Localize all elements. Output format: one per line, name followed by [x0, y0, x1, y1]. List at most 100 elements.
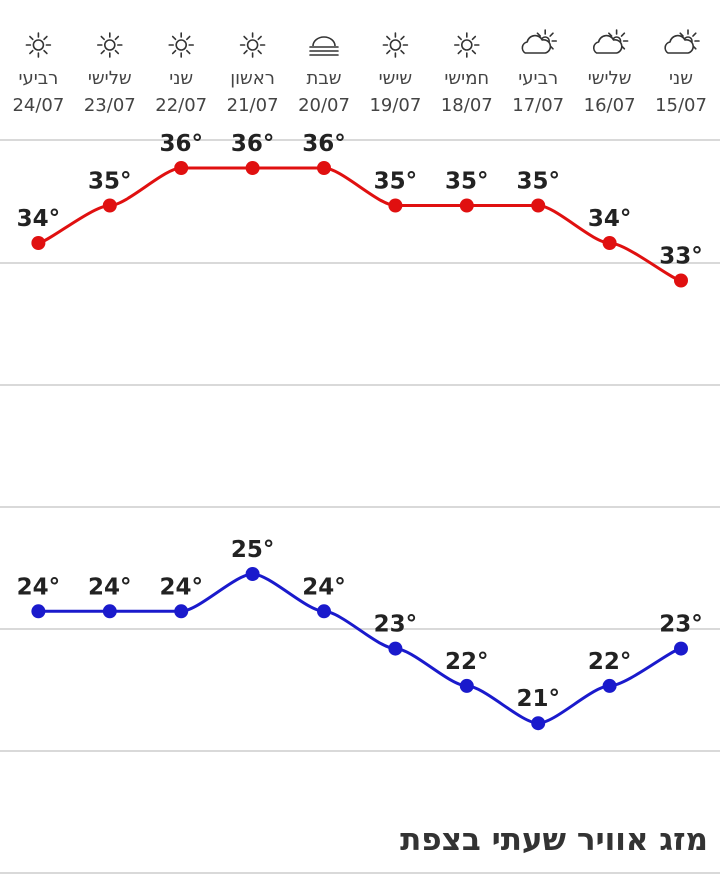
sun-ray — [457, 49, 462, 55]
sun-ray — [400, 49, 405, 55]
high-temp-point — [459, 198, 474, 213]
sun-ray — [100, 35, 105, 41]
day-name: שני — [169, 68, 193, 89]
partly-cloudy-icon — [664, 29, 700, 54]
low-temp-label: 24° — [17, 574, 61, 600]
low-temp-point — [388, 641, 403, 656]
day-name: שלישי — [588, 68, 632, 89]
sun-ray — [29, 35, 34, 41]
low-temp-label: 24° — [88, 574, 132, 600]
grid-lines — [0, 139, 720, 874]
cloud-shape — [664, 34, 694, 54]
sun-icon — [239, 32, 266, 58]
high-temp-point — [317, 161, 331, 175]
day-name: רביעי — [518, 68, 558, 89]
low-temp-point — [317, 604, 331, 619]
low-temp-point — [459, 678, 474, 693]
sun-icon — [453, 32, 480, 58]
day-name: שני — [669, 68, 693, 89]
high-temp-label: 35° — [516, 169, 560, 195]
low-temp-label: 24° — [159, 574, 203, 600]
sun-ray — [536, 32, 542, 37]
sun-ray — [186, 49, 191, 55]
sun-ray — [471, 49, 477, 55]
low-temp-point — [174, 604, 189, 619]
low-temp-line — [38, 572, 682, 725]
high-temp-point — [245, 161, 260, 175]
sun-body — [246, 39, 259, 51]
sun-ray — [257, 49, 262, 55]
fog-dome — [312, 36, 336, 47]
sun-ray — [692, 32, 697, 37]
high-temp-point — [388, 198, 403, 213]
sun-ray — [243, 35, 248, 41]
sun-ray — [43, 49, 48, 55]
day-date: 16/07 — [584, 95, 636, 116]
low-temp-label: 24° — [302, 574, 346, 600]
high-temp-label: 34° — [17, 206, 61, 232]
sun-icon — [25, 32, 52, 58]
day-date: 18/07 — [441, 95, 493, 116]
sun-body — [104, 39, 116, 51]
day-date: 23/07 — [84, 95, 136, 116]
low-temp-label: 25° — [231, 537, 275, 563]
sun-icon — [168, 32, 194, 58]
low-temp-point — [245, 567, 260, 581]
high-temp-label: 36° — [231, 131, 275, 157]
day-date: 20/07 — [298, 95, 350, 116]
sun-icon — [97, 32, 123, 58]
low-temp-point — [102, 604, 117, 619]
high-temp-point — [102, 198, 117, 213]
sun-body — [175, 39, 187, 51]
high-temp-point — [174, 161, 189, 175]
partly-cloudy-icon — [521, 29, 558, 54]
high-temp-label: 35° — [374, 169, 418, 195]
high-temp-line — [38, 166, 682, 282]
high-temp-point — [674, 273, 688, 288]
high-temp-point — [602, 236, 617, 250]
fog-icon — [309, 36, 339, 56]
sun-body — [460, 39, 473, 51]
series: 33° 34° 35° 35° 35° 36° 36° 36° 35° 34° 23° 22° 21° 2… — [17, 131, 703, 731]
sun-ray — [171, 35, 177, 41]
sun-ray — [386, 35, 391, 41]
low-temp-point — [531, 716, 546, 731]
sun-ray — [100, 49, 105, 55]
day-name: שלישי — [88, 68, 132, 89]
cloud-shape — [521, 34, 552, 54]
day-name: שישי — [379, 68, 413, 89]
cloud-shape — [592, 34, 623, 54]
day-date: 19/07 — [369, 95, 421, 116]
low-temp-label: 23° — [374, 612, 418, 638]
sun-ray — [400, 35, 405, 41]
low-temp-point — [31, 604, 46, 619]
sun-ray — [620, 32, 626, 37]
high-temp-point — [31, 236, 46, 250]
day-name: ראשון — [230, 68, 275, 89]
day-header: שני 15/07 שלישי 16/07 רביעי 17/07 חמישי 18/07 שי… — [12, 29, 707, 116]
partly-cloudy-icon — [592, 29, 629, 54]
low-temp-label: 21° — [516, 686, 560, 712]
low-temp-point — [674, 641, 688, 656]
high-temp-label: 34° — [588, 206, 632, 232]
day-name: רביעי — [18, 68, 58, 89]
sun-ray — [257, 35, 262, 41]
day-name: חמישי — [444, 68, 489, 89]
day-date: 24/07 — [12, 95, 64, 116]
sun-ray — [549, 32, 554, 37]
sun-ray — [186, 35, 191, 41]
high-temp-point — [531, 198, 546, 213]
low-temp-label: 23° — [659, 612, 703, 638]
sun-ray — [386, 49, 391, 55]
low-temp-label: 22° — [445, 649, 489, 675]
day-date: 17/07 — [512, 95, 564, 116]
sun-ray — [243, 49, 248, 55]
sun-ray — [29, 49, 34, 55]
low-temp-point — [602, 678, 617, 693]
sun-ray — [679, 32, 684, 37]
high-temp-label: 36° — [159, 131, 203, 157]
sun-ray — [114, 35, 120, 41]
sun-ray — [471, 35, 477, 41]
sun-ray — [114, 49, 120, 55]
